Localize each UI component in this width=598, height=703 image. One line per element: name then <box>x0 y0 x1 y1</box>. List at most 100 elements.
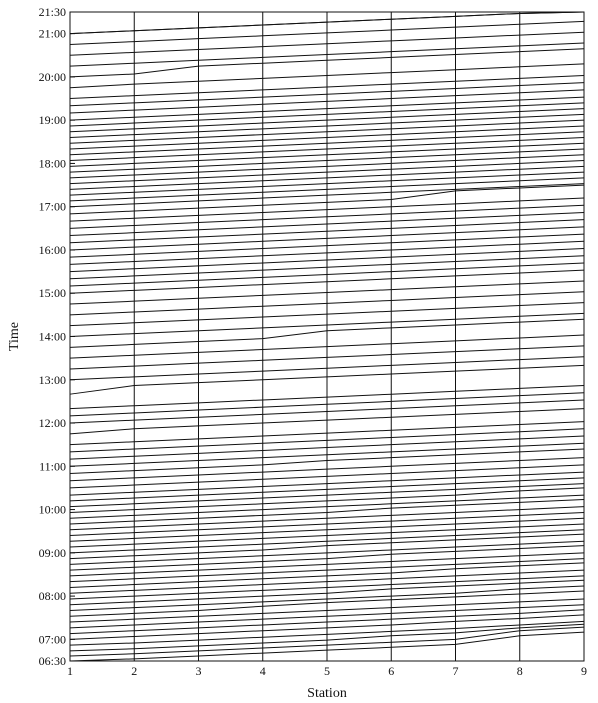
train-path-line <box>69 626 585 657</box>
train-path-line <box>69 511 585 537</box>
train-path-line <box>69 631 585 662</box>
y-tick-label: 17:00 <box>39 200 66 214</box>
train-path-line <box>69 356 585 381</box>
train-path-line <box>69 569 585 594</box>
y-tick-label: 06:30 <box>39 654 66 668</box>
train-path-line <box>69 428 585 453</box>
train-path-line <box>69 154 585 179</box>
y-tick-label: 12:00 <box>39 416 66 430</box>
y-tick-label: 16:00 <box>39 243 66 257</box>
train-path-line <box>69 464 585 489</box>
train-path-line <box>69 233 585 258</box>
train-path-line <box>69 585 585 612</box>
train-path-line <box>69 125 585 150</box>
train-path-line <box>69 280 585 305</box>
train-path-line <box>69 457 585 482</box>
x-tick-label: 2 <box>131 664 137 678</box>
train-path-line <box>69 102 585 127</box>
train-path-line <box>69 42 585 67</box>
train-path-line <box>69 614 585 640</box>
train-path-line <box>69 63 585 89</box>
train-path-line <box>69 48 585 78</box>
train-path-line <box>69 171 585 196</box>
train-path-line <box>69 113 585 138</box>
train-path-line <box>69 590 585 617</box>
train-path-line <box>69 165 585 190</box>
y-tick-label: 11:00 <box>39 459 66 473</box>
x-axis-label: Station <box>307 686 347 701</box>
train-path-line <box>69 620 585 646</box>
train-path-line <box>69 74 585 100</box>
train-path-line <box>69 184 585 215</box>
y-tick-label: 15:00 <box>39 286 66 300</box>
train-path-line <box>69 540 585 565</box>
train-path-line <box>69 183 585 208</box>
x-tick-label: 4 <box>260 664 266 678</box>
train-path-line <box>69 312 585 337</box>
train-path-line <box>69 506 585 531</box>
x-tick-label: 8 <box>517 664 523 678</box>
y-tick-label: 13:00 <box>39 373 66 387</box>
train-path-line <box>69 269 585 294</box>
train-path-line <box>69 108 585 133</box>
train-path-line <box>69 226 585 251</box>
train-path-line <box>69 552 585 577</box>
y-tick-label: 14:00 <box>39 330 66 344</box>
y-tick-label: 10:00 <box>39 503 66 517</box>
x-tick-label: 9 <box>581 664 587 678</box>
train-path-line <box>69 442 585 467</box>
x-tick-label: 5 <box>324 664 330 678</box>
y-axis-label: Time <box>7 322 22 351</box>
train-path-line <box>69 408 585 435</box>
train-path-line <box>69 477 585 502</box>
y-tick-label: 21:30 <box>39 5 66 19</box>
y-axis-ticks: 06:30 07:00 08:00 09:00 10:00 11:00 12:00 13:00… <box>39 5 75 668</box>
train-path-line <box>69 421 585 446</box>
train-path-line <box>69 96 585 121</box>
train-path-line <box>69 494 585 519</box>
y-tick-label: 08:00 <box>39 589 66 603</box>
train-path-line <box>69 334 585 359</box>
train-path-line <box>69 623 585 652</box>
train-path-line <box>69 558 585 583</box>
train-path-line <box>69 11 585 35</box>
train-path-line <box>69 248 585 273</box>
train-path-line <box>69 483 585 508</box>
train-path-line <box>69 197 585 222</box>
train-path-line <box>69 575 585 600</box>
train-path-line <box>69 533 585 560</box>
train-path-line <box>69 211 585 237</box>
train-paths <box>69 11 585 662</box>
train-path-line <box>69 399 585 424</box>
train-path-line <box>69 471 585 496</box>
train-path-line <box>69 604 585 629</box>
train-path-line <box>69 385 585 410</box>
x-tick-label: 6 <box>388 664 394 678</box>
train-path-line <box>69 318 585 348</box>
train-path-line <box>69 255 585 280</box>
train-path-line <box>69 204 585 229</box>
train-path-line <box>69 609 585 635</box>
train-path-line <box>69 487 585 513</box>
train-path-line <box>69 177 585 202</box>
train-path-line <box>69 148 585 173</box>
train-path-line <box>69 562 585 588</box>
y-tick-label: 09:00 <box>39 546 66 560</box>
train-path-line <box>69 31 585 56</box>
train-path-line <box>69 345 585 370</box>
train-path-line <box>69 20 585 45</box>
train-path-line <box>69 262 585 287</box>
train-path-line <box>69 545 585 571</box>
x-tick-label: 3 <box>196 664 202 678</box>
x-axis-ticks: 1 2 3 4 5 6 7 8 9 <box>67 664 587 678</box>
train-path-line <box>69 517 585 542</box>
train-path-line <box>69 142 585 167</box>
train-path-line <box>69 160 585 185</box>
y-tick-label: 07:00 <box>39 632 66 646</box>
x-tick-label: 1 <box>67 664 73 678</box>
train-path-line <box>69 435 585 460</box>
y-tick-label: 21:00 <box>39 27 66 41</box>
train-path-line <box>69 131 585 156</box>
train-path-line <box>69 523 585 548</box>
